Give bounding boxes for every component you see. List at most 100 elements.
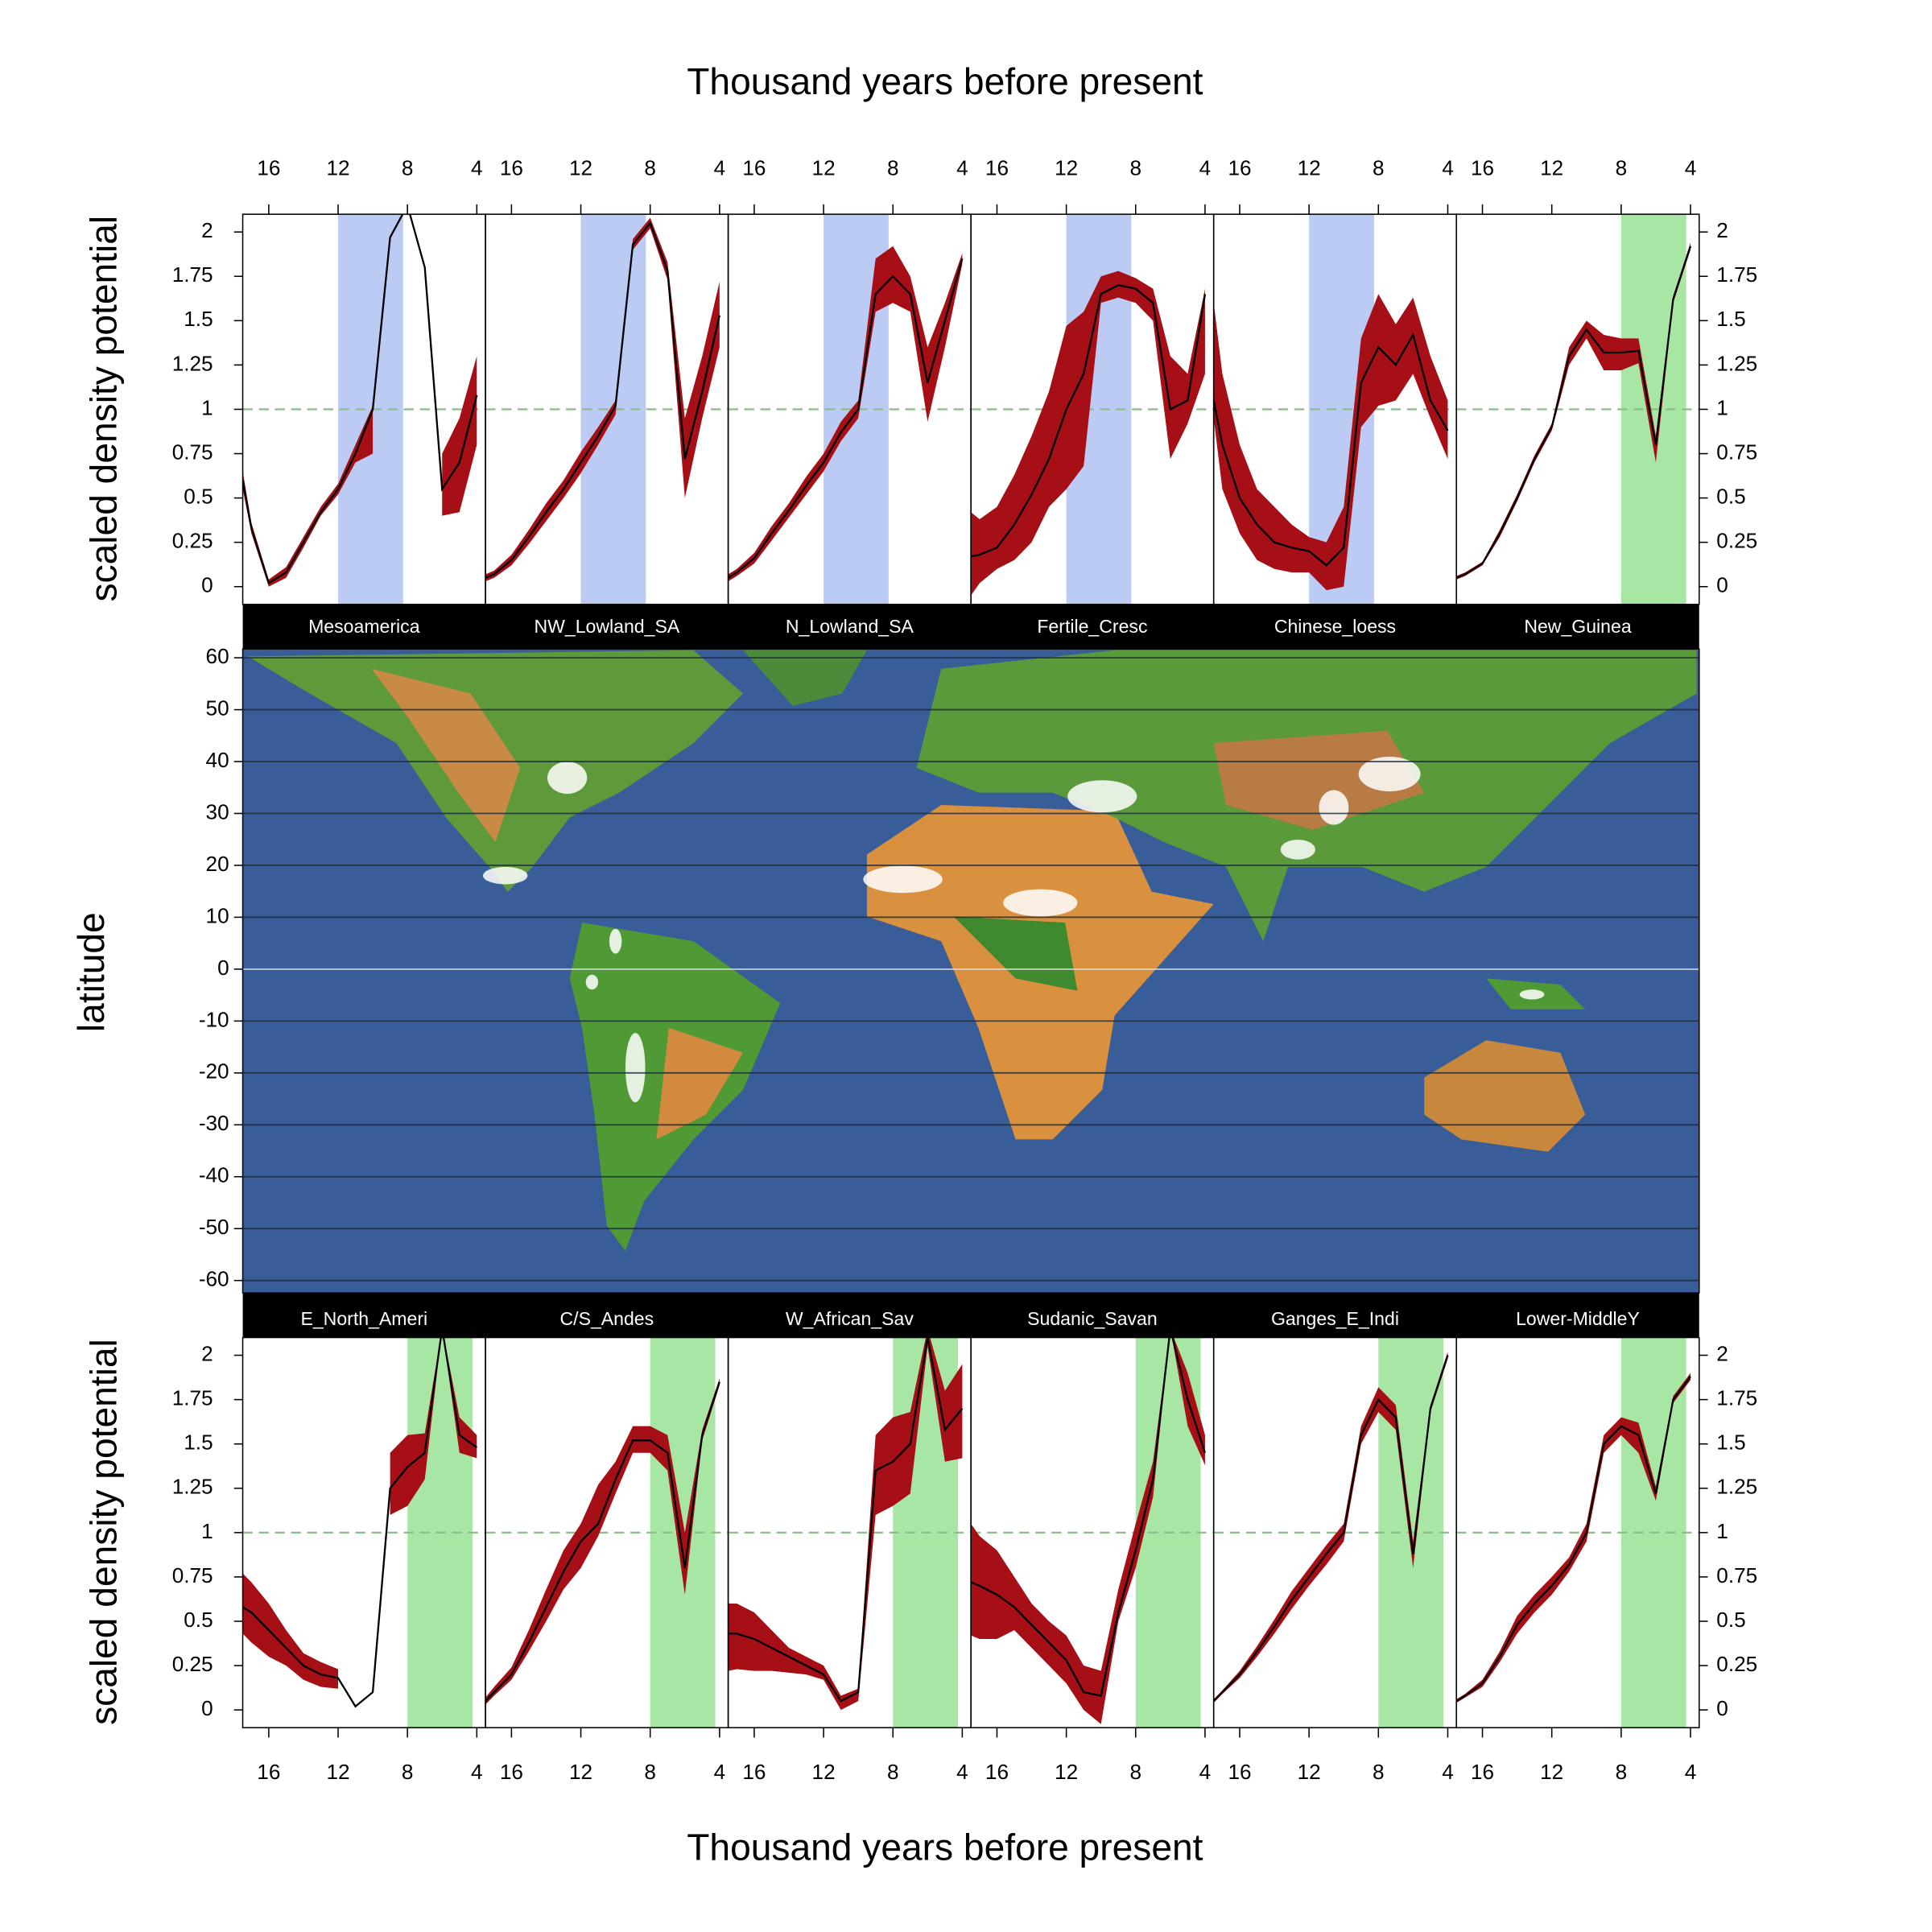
x-tick-label: 4 <box>1199 1760 1212 1784</box>
panel <box>485 1336 729 1728</box>
confidence-band <box>1213 294 1448 591</box>
confidence-band <box>390 1337 477 1515</box>
mean-line <box>1213 1355 1449 1702</box>
mean-line <box>1213 332 1449 567</box>
panel-plot <box>1456 214 1699 605</box>
y-tick-label: 0.25 <box>1716 529 1757 553</box>
x-tick-label: 12 <box>1540 156 1563 180</box>
x-tick-label: 8 <box>887 156 899 180</box>
y-tick-label: 1.25 <box>1716 351 1757 375</box>
panel-plot <box>1456 1337 1699 1728</box>
y-tick-label: 0.5 <box>184 1608 213 1632</box>
map-tick-label: 30 <box>206 799 229 824</box>
region <box>625 1033 646 1103</box>
x-tick-label: 16 <box>985 156 1009 180</box>
panel <box>970 1336 1215 1728</box>
x-tick-label: 16 <box>1471 156 1494 180</box>
confidence-band <box>1456 1373 1690 1703</box>
x-tick-label: 12 <box>1540 1760 1563 1784</box>
x-tick-label: 12 <box>326 156 349 180</box>
map-tick-label: -20 <box>199 1059 229 1084</box>
y-tick-label: 0 <box>201 1696 213 1720</box>
x-tick-label: 8 <box>644 156 656 180</box>
panel-plot <box>971 214 1214 605</box>
map-tick-label: -60 <box>199 1267 229 1291</box>
x-tick-label: 4 <box>714 1760 726 1784</box>
panel-plot <box>485 214 729 605</box>
y-tick-label: 2 <box>201 218 213 242</box>
panel-plot <box>1213 1337 1457 1728</box>
x-tick-label: 16 <box>500 156 523 180</box>
y-tick-label: 1.75 <box>1716 262 1757 287</box>
mean-line <box>728 1337 964 1703</box>
africa-forest <box>953 916 1078 991</box>
y-tick-label: 1 <box>1716 1519 1728 1543</box>
x-tick-label: 4 <box>1442 156 1454 180</box>
mean-line <box>242 1337 477 1708</box>
y-tick-label: 0.5 <box>1716 1608 1745 1632</box>
x-tick-label: 12 <box>812 156 836 180</box>
panel-plot <box>485 1337 729 1728</box>
strip-label: Lower-MiddleY <box>1516 1308 1640 1329</box>
x-tick-label: 4 <box>956 1760 968 1784</box>
y-tick-label: 1.75 <box>172 262 213 287</box>
panel-plot <box>1213 214 1457 605</box>
y-tick-label: 0 <box>1716 573 1728 597</box>
x-tick-label: 12 <box>326 1760 349 1784</box>
regions <box>483 757 1545 1103</box>
x-tick-label: 4 <box>471 1760 483 1784</box>
strip-label: Mesoamerica <box>308 616 420 637</box>
x-tick-label: 12 <box>569 1760 592 1784</box>
confidence-band <box>728 1337 963 1711</box>
mean-line <box>485 221 720 579</box>
strip-label: N_Lowland_SA <box>786 616 914 637</box>
x-tick-label: 4 <box>1685 156 1697 180</box>
y-tick-label: 0.5 <box>1716 485 1745 509</box>
mean-line <box>971 284 1207 558</box>
x-tick-label: 16 <box>1471 1760 1494 1784</box>
y-tick-label: 0.25 <box>172 1652 213 1676</box>
panel-plot <box>728 214 972 605</box>
map-tick-label: -30 <box>199 1111 229 1135</box>
y-tick-label: 0.5 <box>184 485 213 509</box>
x-tick-label: 12 <box>1055 1760 1078 1784</box>
region <box>547 762 588 795</box>
strip-label: Chinese_loess <box>1274 616 1396 637</box>
y-tick-label: 1 <box>201 1519 213 1543</box>
map-tick-label: -40 <box>199 1163 229 1187</box>
strip-label: NW_Lowland_SA <box>534 616 679 637</box>
map-tick-label: 60 <box>206 644 229 668</box>
map-tick-label: 10 <box>206 903 229 927</box>
x-tick-label: 8 <box>644 1760 656 1784</box>
y-tick-label: 1.75 <box>172 1386 213 1410</box>
x-tick-label: 8 <box>887 1760 899 1784</box>
mean-line <box>485 1381 720 1702</box>
panel <box>727 213 972 605</box>
region <box>609 928 622 954</box>
map-tick-label: 0 <box>217 956 229 980</box>
region <box>1519 989 1545 1000</box>
y-tick-label: 0.25 <box>1716 1652 1757 1676</box>
x-tick-label: 8 <box>1129 1760 1141 1784</box>
mean-line <box>1456 246 1692 579</box>
x-tick-label: 8 <box>402 1760 414 1784</box>
strip-top <box>242 604 1699 650</box>
region <box>1067 780 1137 813</box>
x-tick-label: 4 <box>1442 1760 1454 1784</box>
x-tick-label: 8 <box>402 156 414 180</box>
x-tick-label: 8 <box>1129 156 1141 180</box>
strip-label: Sudanic_Savan <box>1027 1308 1158 1329</box>
mean-line <box>728 258 964 579</box>
x-tick-label: 12 <box>1055 156 1078 180</box>
strip-label: Fertile_Cresc <box>1037 616 1147 637</box>
x-tick-label: 12 <box>1298 156 1321 180</box>
x-axis-title-bottom: Thousand years before present <box>687 1827 1203 1868</box>
rockies <box>371 668 521 843</box>
y-tick-label: 1 <box>201 395 213 419</box>
x-tick-label: 4 <box>1685 1760 1697 1784</box>
greenland <box>743 650 867 706</box>
map-tick-label: -50 <box>199 1215 229 1239</box>
x-tick-label: 8 <box>1373 1760 1385 1784</box>
y-tick-label: 2 <box>1716 218 1728 242</box>
